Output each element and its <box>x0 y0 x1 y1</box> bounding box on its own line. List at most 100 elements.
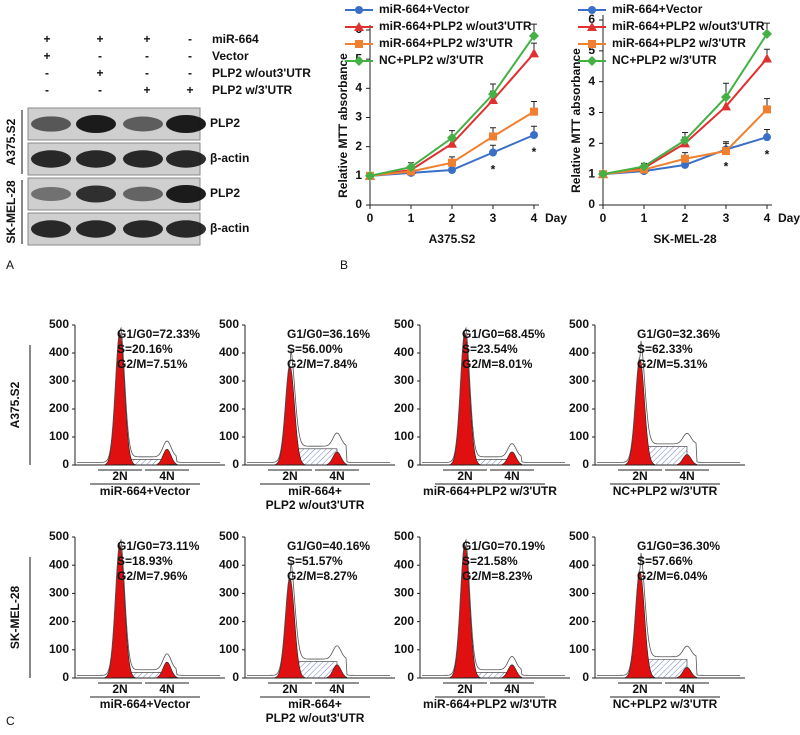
y-tick-label: 0 <box>62 670 69 684</box>
band <box>166 150 206 168</box>
point <box>587 22 597 31</box>
point <box>355 6 363 14</box>
phase-stat: S=51.57% <box>287 554 343 568</box>
legend-label: NC+PLP2 w/3'UTR <box>379 53 484 67</box>
y-tick-label: 100 <box>219 429 239 443</box>
condition-label: PLP2 w/out3'UTR <box>212 66 311 80</box>
y-tick-label: 400 <box>49 557 69 571</box>
phase-stat: G2/M=6.04% <box>637 569 708 583</box>
histogram-outline <box>247 561 390 676</box>
band <box>166 185 206 203</box>
y-tick-label: 300 <box>569 586 589 600</box>
y-tick-label: 500 <box>394 317 414 331</box>
y-tick-label: 100 <box>394 642 414 656</box>
y-tick-label: 200 <box>569 614 589 628</box>
point <box>721 92 731 103</box>
x-tick-label: 4N <box>329 682 344 696</box>
band-label: β-actin <box>210 221 249 235</box>
x-tick-label: 2N <box>457 682 472 696</box>
band <box>76 150 116 168</box>
sample-label: NC+PLP2 w/3'UTR <box>613 484 718 498</box>
x-tick-label: 2N <box>112 682 127 696</box>
y-tick-label: 0 <box>588 197 595 211</box>
point <box>406 162 416 173</box>
point <box>530 131 538 139</box>
y-tick-label: 2 <box>588 136 595 150</box>
sample-label: PLP2 w/out3'UTR <box>266 711 365 725</box>
band <box>166 220 206 238</box>
y-tick-label: 2 <box>355 139 362 153</box>
x-tick-label: 4N <box>159 682 174 696</box>
y-tick-label: 200 <box>219 401 239 415</box>
y-tick-label: 400 <box>394 345 414 359</box>
band <box>31 150 71 168</box>
legend-label: miR-664+PLP2 w/out3'UTR <box>612 19 765 33</box>
x-tick-label: 4N <box>504 682 519 696</box>
point <box>447 138 457 148</box>
g2-peak <box>676 454 698 466</box>
y-tick-label: 200 <box>569 401 589 415</box>
x-tick-label: 0 <box>367 211 374 225</box>
band <box>76 115 116 133</box>
annotation: * <box>765 147 770 161</box>
y-tick-label: 300 <box>569 373 589 387</box>
band-label: PLP2 <box>210 186 240 200</box>
point <box>721 101 731 111</box>
y-tick-label: 100 <box>569 429 589 443</box>
point <box>588 6 596 14</box>
phase-stat: G1/G0=36.30% <box>637 539 720 553</box>
legend-label: miR-664+PLP2 w/3'UTR <box>379 36 513 50</box>
cell-label: SK-MEL-28 <box>4 180 18 244</box>
point <box>529 30 539 41</box>
point <box>762 53 772 63</box>
sample-label: PLP2 w/out3'UTR <box>266 498 365 512</box>
histogram-outline <box>247 349 390 463</box>
legend-label: miR-664+Vector <box>379 2 470 16</box>
band <box>123 186 163 202</box>
x-tick-label: 4N <box>159 469 174 483</box>
point <box>354 56 364 66</box>
point <box>365 170 375 181</box>
x-tick-label: 2N <box>282 469 297 483</box>
phase-stat: S=21.58% <box>462 554 518 568</box>
phase-stat: S=62.33% <box>637 342 693 356</box>
x-tick-label: 4N <box>329 469 344 483</box>
sign: - <box>98 49 102 63</box>
y-tick-label: 0 <box>232 457 239 471</box>
row-label: SK-MEL-28 <box>8 586 22 650</box>
band <box>123 220 163 238</box>
sign: - <box>188 66 192 80</box>
y-tick-label: 0 <box>407 457 414 471</box>
y-tick-label: 400 <box>569 557 589 571</box>
x-tick-label: 2N <box>112 469 127 483</box>
chart-title: A375.S2 <box>429 232 476 246</box>
point <box>722 147 730 156</box>
x-tick-label: 4N <box>504 469 519 483</box>
x-axis-label: Day <box>545 211 567 225</box>
y-tick-label: 400 <box>219 345 239 359</box>
y-tick-label: 300 <box>394 586 414 600</box>
band <box>123 116 163 132</box>
histogram-outline <box>77 538 220 676</box>
sign: + <box>186 83 193 97</box>
histogram-outline <box>422 538 565 676</box>
point <box>489 148 497 157</box>
sample-label: miR-664+Vector <box>100 697 191 711</box>
y-tick-label: 300 <box>219 373 239 387</box>
g2-peak <box>156 661 179 679</box>
x-tick-label: 2N <box>632 469 647 483</box>
x-tick-label: 4 <box>764 211 771 225</box>
y-tick-label: 200 <box>394 401 414 415</box>
point <box>529 48 539 58</box>
point <box>598 169 608 180</box>
point <box>588 40 596 48</box>
annotation: * <box>724 160 729 174</box>
legend-label: miR-664+PLP2 w/3'UTR <box>612 36 746 50</box>
x-tick-label: 2N <box>632 682 647 696</box>
band-label: β-actin <box>210 151 249 165</box>
band <box>31 186 71 202</box>
point <box>587 56 597 66</box>
cell-label: A375.S2 <box>4 118 18 165</box>
y-tick-label: 300 <box>49 586 69 600</box>
